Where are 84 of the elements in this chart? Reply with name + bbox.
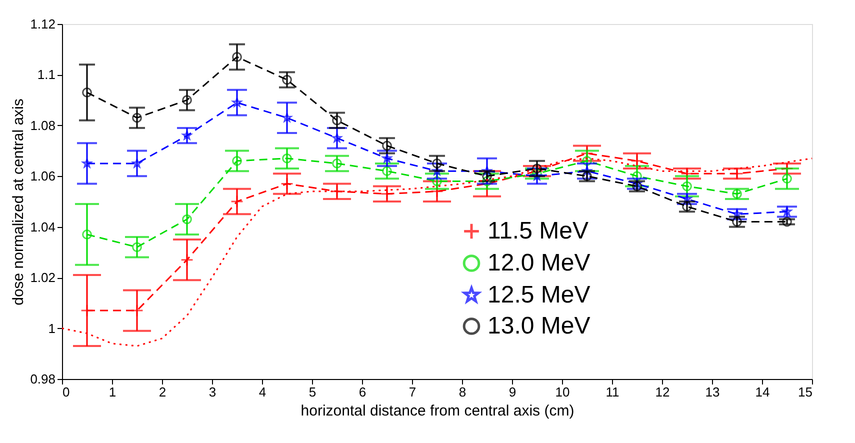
x-tick-label: 9	[508, 384, 516, 400]
x-axis-title: horizontal distance from central axis (cm)	[300, 402, 574, 420]
y-tick-label: 1.04	[30, 219, 56, 234]
point	[232, 52, 242, 62]
x-tick-label: 5	[308, 384, 316, 400]
point	[182, 130, 192, 140]
y-tick-label: 0.98	[30, 372, 56, 386]
point	[332, 158, 342, 168]
point	[380, 187, 394, 200]
point	[180, 253, 194, 266]
point	[682, 194, 692, 204]
x-tick-label: 6	[358, 384, 366, 400]
y-axis-title: dose normalized at central axis	[10, 98, 28, 306]
x-tick-label: 10	[555, 384, 570, 400]
point	[782, 206, 792, 216]
point	[732, 188, 742, 199]
point	[282, 153, 292, 164]
point	[232, 156, 242, 166]
x-tick-label: 7	[408, 384, 416, 400]
legend-label: 11.5 MeV	[488, 217, 588, 244]
point	[132, 158, 142, 168]
point	[682, 181, 692, 192]
point	[632, 171, 642, 182]
point	[80, 304, 94, 317]
point	[432, 158, 442, 168]
x-tick-label: 12	[655, 384, 670, 400]
y-tick-label: 1.08	[30, 118, 56, 133]
point	[482, 171, 492, 182]
point	[132, 112, 142, 123]
x-tick-label: 4	[258, 384, 266, 400]
point	[582, 166, 592, 176]
point	[132, 242, 142, 252]
point	[232, 98, 242, 107]
x-tick-label: 11	[606, 384, 620, 400]
point	[82, 230, 92, 240]
point	[230, 195, 244, 208]
point	[330, 184, 344, 198]
x-tick-label: 2	[158, 384, 166, 400]
point	[632, 178, 642, 188]
point	[532, 171, 542, 180]
point	[532, 164, 542, 174]
point	[130, 304, 144, 317]
x-tick-label: 3	[208, 384, 216, 400]
y-tick-label: 1.12	[30, 16, 56, 32]
point	[182, 214, 192, 224]
point	[432, 176, 442, 186]
x-tick-label: 13	[705, 384, 720, 400]
point	[682, 202, 692, 212]
y-tick-label: 1	[48, 320, 56, 336]
point	[630, 154, 644, 168]
point	[280, 177, 294, 190]
point	[532, 168, 542, 179]
point	[382, 140, 392, 151]
point	[632, 181, 642, 192]
x-tick-label: 1	[108, 384, 116, 400]
x-tick-label: 8	[458, 384, 466, 400]
point	[182, 95, 192, 105]
point	[382, 153, 392, 163]
x-tick-label: 15	[798, 384, 812, 400]
point	[282, 112, 292, 122]
y-tick-label: 1.06	[30, 168, 56, 184]
point	[82, 158, 92, 168]
point	[582, 171, 592, 182]
point	[332, 133, 342, 142]
point	[482, 176, 492, 186]
y-tick-label: 1.02	[30, 270, 56, 286]
point	[432, 166, 442, 176]
legend-label: 12.5 MeV	[488, 281, 590, 308]
point	[282, 74, 292, 85]
point	[582, 156, 592, 166]
point	[782, 216, 792, 227]
point	[732, 209, 742, 218]
point	[482, 166, 492, 176]
point	[332, 115, 342, 126]
point	[82, 88, 92, 98]
x-tick-label: 14	[755, 384, 770, 400]
y-tick-label: 1.1	[37, 67, 56, 82]
point	[730, 167, 744, 180]
legend-label: 12.0 MeV	[488, 249, 590, 276]
point	[782, 174, 792, 184]
x-tick-label: 0	[62, 384, 70, 400]
point	[732, 216, 742, 227]
point	[382, 166, 392, 176]
legend-label: 13.0 MeV	[488, 312, 590, 340]
